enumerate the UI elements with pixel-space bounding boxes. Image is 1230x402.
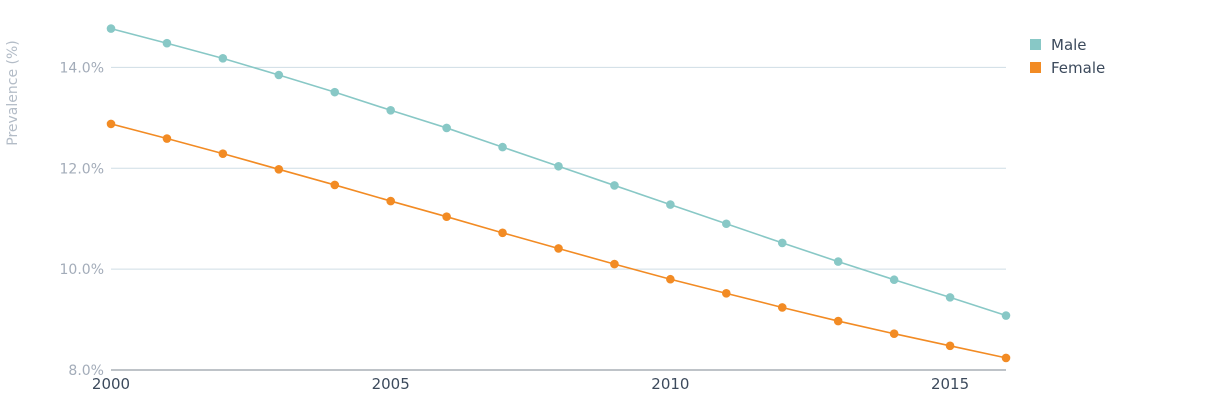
x-tick-label: 2005 <box>372 375 410 393</box>
legend-swatch-male <box>1030 39 1041 50</box>
data-point-male[interactable] <box>554 161 563 171</box>
data-point-female[interactable] <box>330 180 340 190</box>
data-point-male[interactable] <box>162 38 172 48</box>
x-tick-label: 2010 <box>651 375 689 393</box>
data-point-female[interactable] <box>777 303 787 312</box>
data-point-male[interactable] <box>274 70 284 80</box>
legend-swatch-female <box>1030 62 1041 73</box>
data-point-male[interactable] <box>610 181 619 190</box>
legend-label-male: Male <box>1051 35 1087 54</box>
data-point-male[interactable] <box>1001 311 1011 320</box>
data-point-female[interactable] <box>274 164 284 174</box>
y-tick-label: 12.0% <box>60 161 104 177</box>
data-point-female[interactable] <box>610 259 619 269</box>
data-point-female[interactable] <box>1001 353 1011 363</box>
x-tick-label: 2000 <box>92 375 130 393</box>
data-point-female[interactable] <box>386 196 395 206</box>
series-layer <box>106 24 1011 363</box>
legend-item-female[interactable]: Female <box>1030 56 1105 79</box>
y-axis-label: Prevalence (%) <box>5 40 21 146</box>
data-point-female[interactable] <box>498 228 507 238</box>
data-point-female[interactable] <box>218 149 228 158</box>
x-axis: 2000 2005 2010 2015 <box>92 369 1006 393</box>
data-point-female[interactable] <box>442 212 451 221</box>
data-point-female[interactable] <box>666 274 675 284</box>
data-point-male[interactable] <box>945 293 955 302</box>
data-point-male[interactable] <box>386 105 395 115</box>
y-axis: 8.0% 10.0% 12.0% 14.0% <box>60 60 104 379</box>
series-line-female <box>110 123 1007 359</box>
data-point-female[interactable] <box>162 134 172 143</box>
data-point-male[interactable] <box>833 257 843 266</box>
data-point-male[interactable] <box>218 54 228 63</box>
series-line-male <box>110 27 1007 317</box>
data-point-female[interactable] <box>833 316 843 326</box>
legend-item-male[interactable]: Male <box>1030 33 1105 56</box>
data-point-female[interactable] <box>945 341 955 351</box>
y-tick-label: 14.0% <box>60 60 104 76</box>
data-point-male[interactable] <box>498 142 507 152</box>
data-point-male[interactable] <box>442 123 451 133</box>
legend: Male Female <box>1030 33 1105 79</box>
data-point-female[interactable] <box>889 329 899 338</box>
legend-label-female: Female <box>1051 58 1106 77</box>
data-point-male[interactable] <box>889 275 899 285</box>
data-point-female[interactable] <box>554 244 563 253</box>
data-point-male[interactable] <box>666 200 675 209</box>
data-point-male[interactable] <box>330 87 340 97</box>
y-tick-label: 10.0% <box>60 262 104 278</box>
y-tick-label: 8.0% <box>68 363 104 379</box>
data-point-female[interactable] <box>722 289 731 298</box>
data-point-male[interactable] <box>106 24 116 33</box>
x-tick-label: 2015 <box>931 375 969 393</box>
data-point-male[interactable] <box>777 238 787 248</box>
data-point-male[interactable] <box>722 219 731 229</box>
data-point-female[interactable] <box>106 119 116 129</box>
